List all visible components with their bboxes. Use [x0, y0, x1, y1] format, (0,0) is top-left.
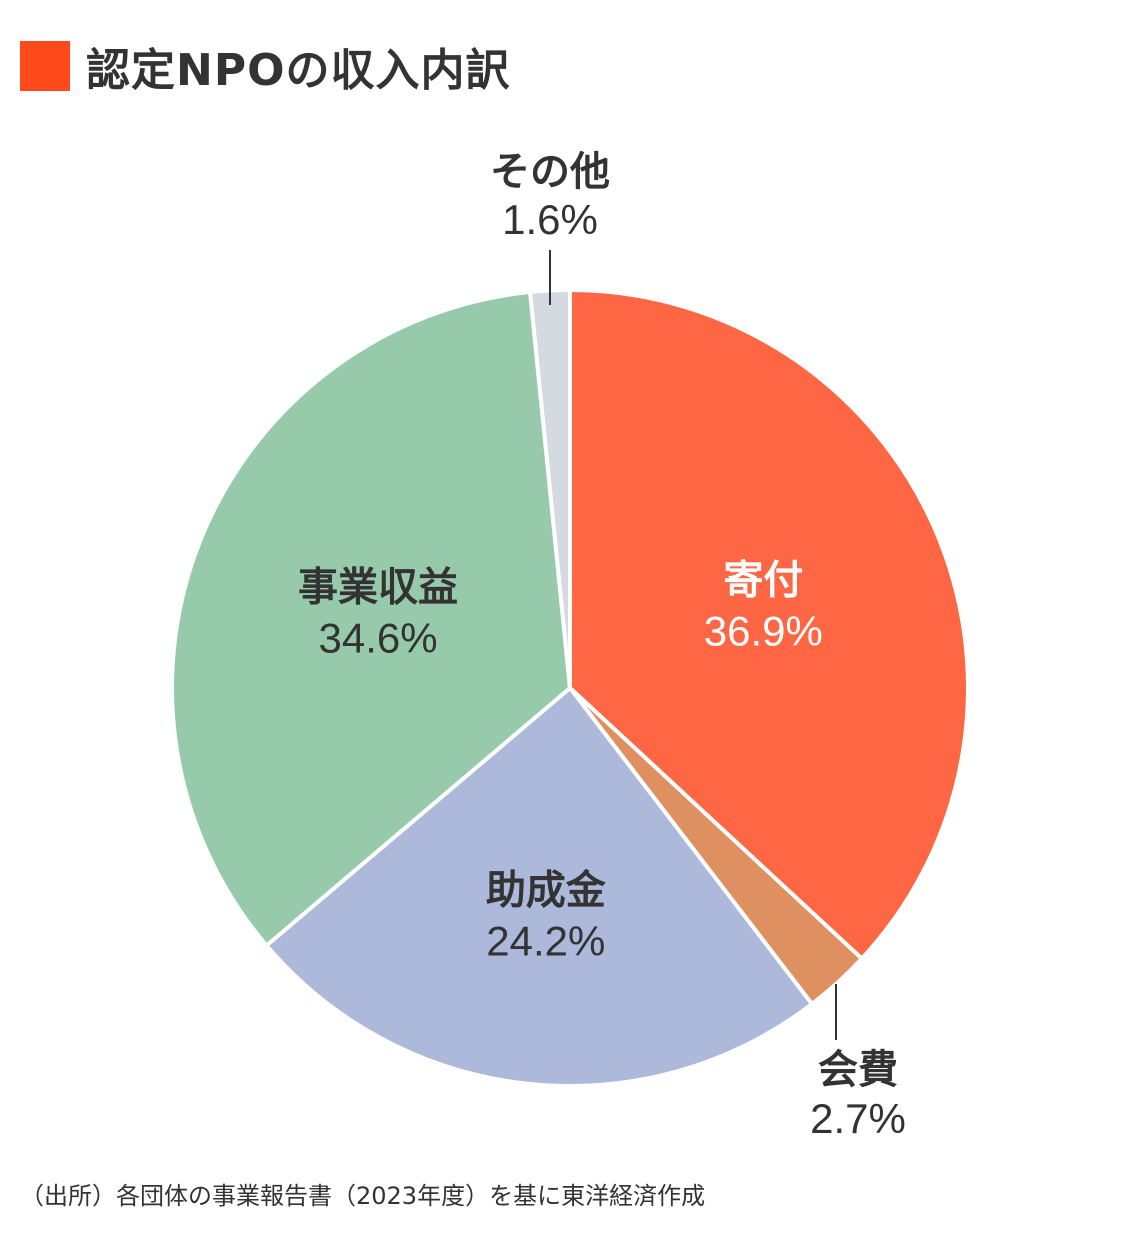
pie-slice-donation: [568, 288, 970, 961]
slice-value-business-revenue: 34.6%: [319, 615, 438, 662]
slice-label-membership-fee: 会費: [818, 1047, 898, 1093]
chart-title: 認定NPOの収入内訳: [86, 45, 511, 96]
chart-title-block: 認定NPOの収入内訳: [20, 38, 510, 96]
pie-slice-grant: [264, 686, 814, 1088]
slice-label-donation: 寄付: [723, 558, 803, 604]
slice-value-grant: 24.2%: [486, 918, 605, 965]
slice-value-donation: 36.9%: [704, 608, 823, 655]
slice-value-membership-fee: 2.7%: [810, 1095, 906, 1142]
source-note: （出所）各団体の事業報告書（2023年度）を基に東洋経済作成: [20, 1182, 706, 1210]
slice-label-other: その他: [490, 149, 610, 195]
slice-label-business-revenue: 事業収益: [298, 565, 458, 611]
pie-slice-business-revenue: [170, 290, 572, 948]
title-marker: [20, 41, 70, 91]
slice-value-other: 1.6%: [502, 196, 598, 243]
slice-label-grant: 助成金: [486, 868, 607, 914]
